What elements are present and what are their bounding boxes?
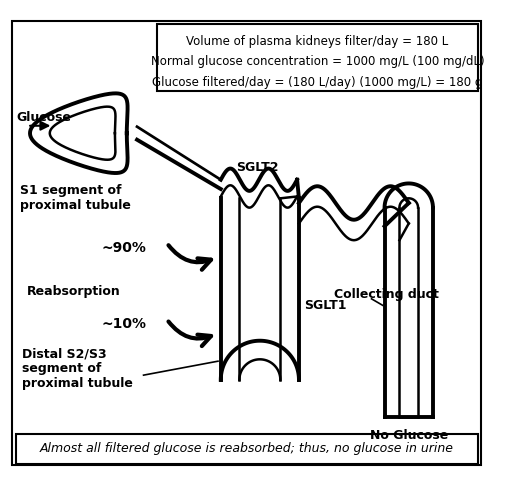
- Text: SGLT2: SGLT2: [237, 161, 279, 174]
- Text: SGLT1: SGLT1: [305, 299, 347, 312]
- Bar: [158, 24, 478, 91]
- Text: Volume of plasma kidneys filter/day = 180 L: Volume of plasma kidneys filter/day = 18…: [186, 35, 449, 48]
- Text: ~10%: ~10%: [102, 317, 146, 331]
- Text: Almost all filtered glucose is reabsorbed; thus, no glucose in urine: Almost all filtered glucose is reabsorbe…: [40, 442, 454, 455]
- Text: Normal glucose concentration = 1000 mg/L (100 mg/dL): Normal glucose concentration = 1000 mg/L…: [151, 55, 484, 68]
- Text: Distal S2/S3
segment of
proximal tubule: Distal S2/S3 segment of proximal tubule: [22, 347, 133, 390]
- Text: Glucose: Glucose: [16, 111, 71, 124]
- Text: Collecting duct: Collecting duct: [334, 288, 439, 301]
- Text: Reabsorption: Reabsorption: [27, 285, 121, 298]
- Text: ~90%: ~90%: [102, 241, 146, 255]
- Text: Glucose filtered/day = (180 L/day) (1000 mg/L) = 180 g: Glucose filtered/day = (180 L/day) (1000…: [153, 75, 483, 88]
- Text: S1 segment of
proximal tubule: S1 segment of proximal tubule: [20, 184, 131, 212]
- Bar: [16, 434, 478, 464]
- Text: No Glucose: No Glucose: [370, 429, 448, 442]
